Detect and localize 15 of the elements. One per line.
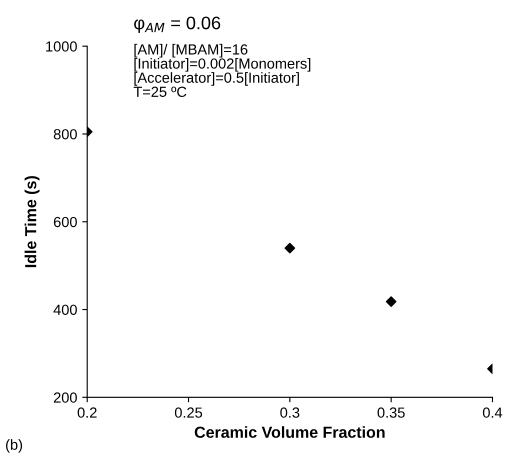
x-axis-title: Ceramic Volume Fraction — [194, 426, 385, 438]
y-axis-title: Idle Time (s) — [24, 176, 40, 268]
x-tick-label: 0.35 — [378, 407, 405, 418]
y-tick-label: 800 — [54, 129, 77, 140]
x-tick-label: 0.2 — [78, 407, 97, 418]
x-tick-label: 0.4 — [482, 407, 502, 418]
y-tick-label: 600 — [54, 216, 77, 228]
annotation: [AM]/ [MBAM]=16 [Initiator]=0.002[Monomers] [Accelerator]=0.5[Initiator] T=25 ºC — [134, 44, 310, 97]
x-tick-label: 0.25 — [174, 407, 202, 418]
y-tick-label: 1000 — [46, 41, 77, 52]
text: φ$_{AM}$ = 0.06 — [134, 16, 220, 33]
text: (b) — [6, 439, 22, 453]
x-tick-label: 0.3 — [280, 407, 300, 418]
y-tick-label: 400 — [53, 304, 77, 315]
y-tick-label: 200 — [54, 392, 77, 403]
